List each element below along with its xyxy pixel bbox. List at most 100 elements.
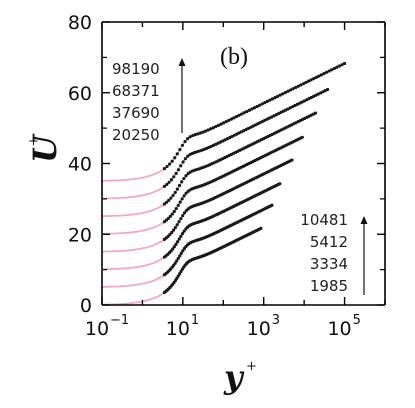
- x-tick-label-base: 10: [85, 318, 109, 340]
- data-point-68371: [172, 175, 176, 179]
- data-point-10481: [179, 217, 183, 221]
- data-point-20250: [168, 214, 172, 218]
- x-tick-label-base: 10: [327, 318, 351, 340]
- data-point-98190: [281, 92, 285, 96]
- annotation-label: 1985: [310, 277, 348, 295]
- data-point-37690: [167, 198, 171, 202]
- x-tick-label-base: 10: [166, 318, 190, 340]
- data-point-20250: [178, 200, 182, 204]
- y-axis-label-sup: +: [28, 134, 39, 149]
- data-point-5412: [174, 242, 178, 246]
- data-point-5412: [171, 247, 175, 251]
- data-point-98190: [193, 133, 197, 137]
- data-point-20250: [170, 212, 174, 216]
- data-point-98190: [286, 89, 290, 93]
- data-point-10481: [181, 214, 185, 218]
- data-point-1985: [177, 272, 182, 276]
- data-point-37690: [182, 176, 186, 181]
- data-point-68371: [183, 157, 187, 161]
- data-point-98190: [270, 97, 275, 101]
- x-tick-label-exp: 5: [353, 313, 361, 328]
- data-point-98190: [319, 73, 324, 77]
- annotation-top-list: 98190 68371 37690 20250: [112, 58, 186, 144]
- x-tick-label: 10 5: [327, 313, 360, 340]
- data-point-98190: [306, 79, 311, 83]
- data-point-37690: [173, 190, 177, 195]
- data-point-98190: [276, 94, 280, 98]
- data-point-98190: [222, 121, 226, 125]
- y-tick-label: 40: [68, 154, 92, 176]
- data-point-98190: [330, 68, 334, 72]
- data-point-37690: [180, 180, 184, 184]
- data-point-98190: [304, 80, 308, 85]
- data-point-98190: [188, 135, 192, 139]
- data-point-20250: [166, 216, 170, 220]
- data-point-37690: [184, 174, 188, 178]
- x-axis-label: y: [223, 358, 245, 396]
- x-tick-label: 10 1: [166, 313, 199, 340]
- data-point-98190: [327, 69, 331, 73]
- data-point-10481: [173, 225, 177, 230]
- data-point-5412: [177, 237, 181, 241]
- data-point-68371: [162, 184, 167, 188]
- data-point-20250: [172, 209, 176, 214]
- data-point-5412: [172, 245, 176, 249]
- data-point-98190: [173, 156, 177, 160]
- data-point-98190: [175, 152, 179, 156]
- data-point-98190: [265, 99, 269, 103]
- data-point-98190: [216, 123, 221, 127]
- data-point-3334: [181, 249, 185, 253]
- data-point-98190: [209, 127, 213, 131]
- data-point-98190: [183, 139, 187, 144]
- y-tick-label: 20: [68, 224, 92, 246]
- data-point-98190: [237, 113, 241, 117]
- data-point-98190: [324, 70, 329, 74]
- data-point-98190: [335, 65, 339, 69]
- arrowhead-icon: [178, 58, 186, 66]
- data-point-98190: [260, 102, 264, 106]
- data-point-98190: [165, 164, 169, 169]
- data-point-98190: [340, 63, 344, 67]
- data-point-98190: [180, 143, 185, 147]
- y-axis-label: U: [26, 133, 64, 163]
- y-tick-label: 80: [68, 12, 92, 34]
- data-point-68371: [181, 160, 185, 164]
- data-point-10481: [171, 228, 176, 232]
- data-point-98190: [229, 117, 233, 121]
- data-point-98190: [206, 128, 210, 132]
- data-point-37690: [177, 183, 182, 188]
- data-point-68371: [167, 180, 171, 184]
- series-markers-68371: [162, 87, 330, 188]
- data-point-20250: [176, 203, 180, 208]
- data-point-10481: [177, 220, 181, 224]
- data-point-20250: [300, 135, 304, 139]
- data-point-98190: [299, 83, 303, 87]
- series-markers-1985: [162, 226, 263, 295]
- data-point-98190: [185, 137, 190, 141]
- series-markers-10481: [162, 158, 294, 241]
- annotation-label: 68371: [112, 82, 160, 100]
- y-tick-label: 0: [80, 295, 92, 317]
- annotation-label: 20250: [112, 126, 160, 144]
- data-point-98190: [268, 98, 272, 102]
- data-point-98190: [278, 93, 282, 97]
- data-point-98190: [291, 87, 295, 91]
- data-point-5412: [176, 240, 180, 244]
- annotation-label: 98190: [112, 60, 160, 78]
- data-point-37690: [313, 111, 318, 115]
- data-point-1985: [176, 274, 180, 278]
- data-point-98190: [219, 122, 223, 126]
- data-point-98190: [170, 159, 174, 163]
- data-point-98190: [337, 64, 342, 68]
- data-point-98190: [263, 101, 267, 105]
- data-point-20250: [184, 191, 188, 195]
- data-point-3334: [178, 254, 182, 258]
- data-point-98190: [322, 71, 326, 76]
- data-point-37690: [169, 196, 173, 200]
- data-point-98190: [162, 167, 167, 171]
- series-markers-37690: [162, 111, 318, 206]
- data-point-68371: [174, 171, 178, 176]
- data-point-5412: [179, 234, 183, 238]
- x-axis-title: y +: [223, 358, 257, 396]
